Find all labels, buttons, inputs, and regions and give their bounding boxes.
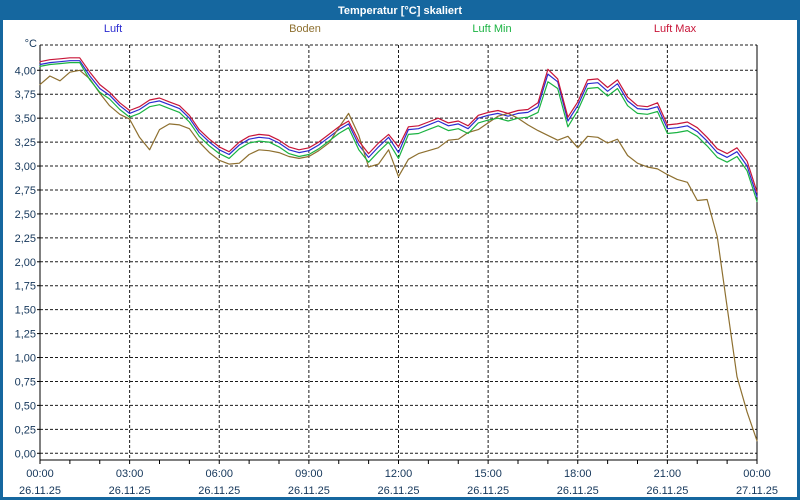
svg-text:26.11.25: 26.11.25 — [557, 485, 599, 497]
chart-plot-area: 0,00 0,25 0,50 0,75 1,00 1,25 1,50 1,75 2,00 2,25… — [15, 44, 778, 497]
svg-text:26.11.25: 26.11.25 — [467, 485, 509, 497]
svg-text:0,50: 0,50 — [15, 400, 36, 412]
svg-text:1,75: 1,75 — [15, 281, 36, 293]
svg-text:0,00: 0,00 — [15, 448, 36, 460]
svg-text:21:00: 21:00 — [654, 468, 682, 480]
svg-text:15:00: 15:00 — [474, 468, 502, 480]
svg-text:27.11.25: 27.11.25 — [736, 485, 778, 497]
legend-item-luft-min[interactable]: Luft Min — [472, 23, 512, 35]
svg-text:2,00: 2,00 — [15, 257, 36, 269]
svg-text:12:00: 12:00 — [385, 468, 413, 480]
svg-text:0,25: 0,25 — [15, 424, 36, 436]
svg-text:4,00: 4,00 — [15, 65, 36, 77]
svg-text:26.11.25: 26.11.25 — [288, 485, 330, 497]
svg-text:2,75: 2,75 — [15, 185, 36, 197]
svg-text:2,25: 2,25 — [15, 233, 36, 245]
svg-text:26.11.25: 26.11.25 — [109, 485, 151, 497]
title-bar: Temperatur [°C] skaliert — [3, 3, 797, 20]
svg-text:0,75: 0,75 — [15, 376, 36, 388]
svg-text:3,25: 3,25 — [15, 137, 36, 149]
chart-title: Temperatur [°C] skaliert — [337, 5, 462, 17]
chart-legend: Luft Boden Luft Min Luft Max — [3, 23, 797, 37]
svg-text:00:00: 00:00 — [743, 468, 771, 480]
svg-text:26.11.25: 26.11.25 — [646, 485, 688, 497]
svg-text:03:00: 03:00 — [116, 468, 144, 480]
svg-text:26.11.25: 26.11.25 — [198, 485, 240, 497]
svg-text:26.11.25: 26.11.25 — [19, 485, 61, 497]
svg-text:1,25: 1,25 — [15, 329, 36, 341]
svg-text:00:00: 00:00 — [26, 468, 54, 480]
svg-text:3,00: 3,00 — [15, 161, 36, 173]
svg-text:2,50: 2,50 — [15, 209, 36, 221]
y-axis-unit-label: °C — [24, 38, 37, 50]
svg-text:06:00: 06:00 — [205, 468, 233, 480]
svg-text:26.11.25: 26.11.25 — [377, 485, 419, 497]
svg-text:3,75: 3,75 — [15, 89, 36, 101]
svg-text:18:00: 18:00 — [564, 468, 592, 480]
svg-text:1,00: 1,00 — [15, 353, 36, 365]
legend-item-luft[interactable]: Luft — [103, 23, 123, 35]
svg-text:1,50: 1,50 — [15, 305, 36, 317]
legend-item-luft-max[interactable]: Luft Max — [653, 23, 697, 35]
svg-text:09:00: 09:00 — [295, 468, 323, 480]
svg-text:3,50: 3,50 — [15, 113, 36, 125]
legend-item-boden[interactable]: Boden — [289, 23, 321, 35]
